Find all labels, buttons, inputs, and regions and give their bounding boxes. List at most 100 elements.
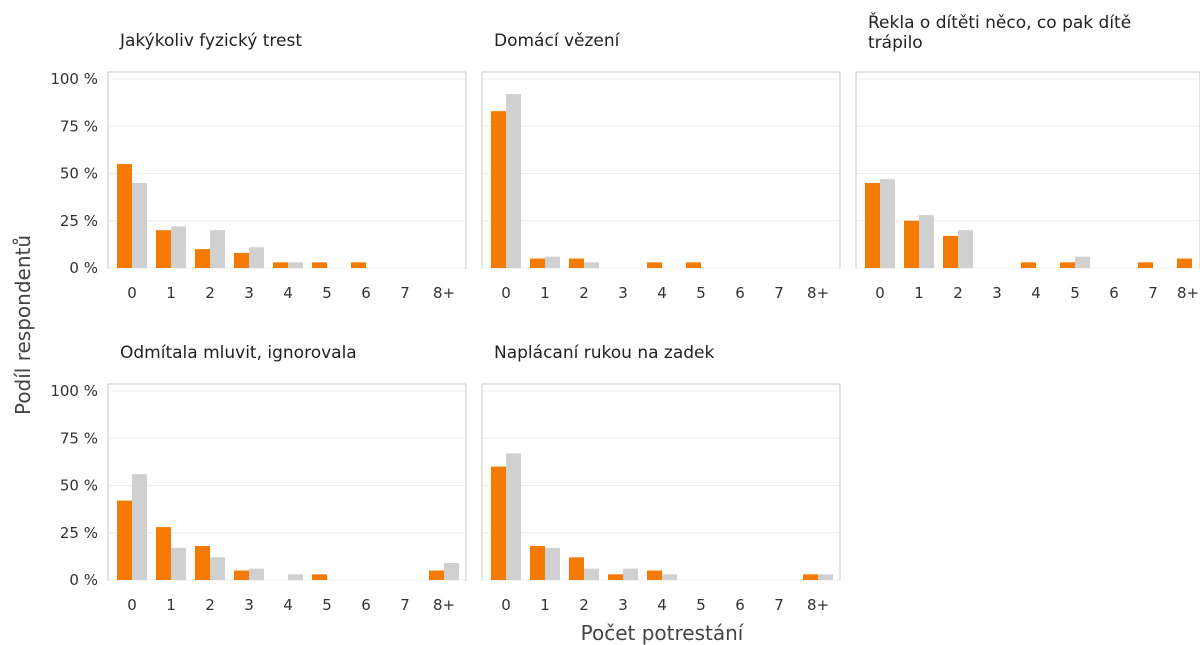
bar-series-1 bbox=[686, 262, 701, 268]
bar-series-2 bbox=[506, 94, 521, 269]
x-tick-label: 8+ bbox=[433, 596, 455, 614]
x-tick-label: 1 bbox=[166, 284, 176, 302]
x-tick-label: 2 bbox=[579, 596, 589, 614]
bar-series-1 bbox=[943, 235, 958, 268]
bar-series-1 bbox=[865, 182, 880, 268]
bar-series-1 bbox=[312, 262, 327, 268]
bar-series-1 bbox=[530, 258, 545, 268]
x-tick-label: 5 bbox=[696, 284, 706, 302]
x-tick-label: 4 bbox=[1031, 284, 1041, 302]
bar-series-1 bbox=[491, 111, 506, 268]
bar-series-1 bbox=[904, 220, 919, 268]
bar-series-1 bbox=[234, 252, 249, 268]
panel-title: Odmítala mluvit, ignorovala bbox=[120, 343, 357, 363]
bar-series-1 bbox=[1021, 262, 1036, 268]
x-tick-label: 5 bbox=[696, 596, 706, 614]
panel: Řekla o dítěti něco, co pak dítě trápilo 0… bbox=[855, 11, 1200, 302]
bar-series-2 bbox=[919, 215, 934, 268]
x-tick-label: 2 bbox=[205, 284, 215, 302]
bar-series-1 bbox=[273, 262, 288, 268]
x-tick-label: 6 bbox=[361, 596, 371, 614]
bar-series-2 bbox=[623, 568, 638, 580]
x-tick-label: 5 bbox=[322, 596, 332, 614]
panel-title: Jakýkoliv fyzický trest bbox=[119, 31, 302, 51]
x-tick-label: 8+ bbox=[1177, 284, 1199, 302]
bar-series-1 bbox=[569, 258, 584, 268]
y-tick-label: 100 % bbox=[50, 70, 98, 88]
x-tick-label: 2 bbox=[579, 284, 589, 302]
bar-series-2 bbox=[880, 179, 895, 268]
x-tick-label: 0 bbox=[127, 284, 137, 302]
x-tick-label: 1 bbox=[540, 596, 550, 614]
y-tick-label: 25 % bbox=[60, 524, 98, 542]
x-tick-label: 1 bbox=[166, 596, 176, 614]
x-tick-label: 7 bbox=[774, 596, 784, 614]
bar-series-1 bbox=[491, 466, 506, 580]
y-tick-label: 25 % bbox=[60, 212, 98, 230]
bar-series-1 bbox=[312, 574, 327, 580]
panel: Odmítala mluvit, ignorovala 0 % 25 % 50 % 75… bbox=[50, 343, 467, 614]
y-tick-label: 0 % bbox=[69, 259, 98, 277]
bar-series-2 bbox=[171, 226, 186, 268]
bar-series-1 bbox=[803, 574, 818, 580]
bar-series-2 bbox=[545, 547, 560, 580]
bar-series-1 bbox=[234, 570, 249, 580]
bar-series-2 bbox=[132, 182, 147, 268]
x-tick-label: 6 bbox=[735, 596, 745, 614]
bar-series-2 bbox=[584, 568, 599, 580]
x-tick-label: 0 bbox=[501, 596, 511, 614]
x-axis-label: Počet potrestání bbox=[581, 621, 745, 645]
x-tick-label: 4 bbox=[657, 596, 667, 614]
x-tick-label: 5 bbox=[1070, 284, 1080, 302]
panel: Domácí vězení 0 1 2 3 4 5 6 7 8+ bbox=[481, 31, 841, 302]
x-tick-label: 1 bbox=[914, 284, 924, 302]
y-tick-label: 0 % bbox=[69, 571, 98, 589]
x-tick-label: 2 bbox=[953, 284, 963, 302]
bar-series-2 bbox=[171, 547, 186, 580]
bar-series-2 bbox=[210, 557, 225, 580]
bar-series-2 bbox=[1075, 256, 1090, 268]
x-tick-label: 4 bbox=[283, 596, 293, 614]
y-tick-label: 50 % bbox=[60, 477, 98, 495]
bar-series-2 bbox=[132, 474, 147, 580]
bar-series-2 bbox=[506, 453, 521, 580]
bar-series-1 bbox=[608, 574, 623, 580]
bar-series-2 bbox=[958, 230, 973, 268]
x-tick-label: 3 bbox=[244, 596, 254, 614]
bar-series-2 bbox=[249, 247, 264, 268]
bar-series-2 bbox=[818, 574, 833, 580]
bar-series-1 bbox=[1060, 262, 1075, 268]
bar-series-1 bbox=[569, 557, 584, 580]
x-tick-label: 2 bbox=[205, 596, 215, 614]
bar-series-1 bbox=[156, 527, 171, 580]
bar-series-1 bbox=[117, 164, 132, 268]
y-tick-label: 100 % bbox=[50, 382, 98, 400]
panel-title: Naplácaní rukou na zadek bbox=[494, 343, 714, 363]
panel: Naplácaní rukou na zadek 0 1 2 3 4 5 6 7 8+ bbox=[481, 343, 841, 614]
x-tick-label: 3 bbox=[618, 284, 628, 302]
x-tick-label: 5 bbox=[322, 284, 332, 302]
x-tick-label: 7 bbox=[774, 284, 784, 302]
y-tick-label: 75 % bbox=[60, 429, 98, 447]
x-tick-label: 1 bbox=[540, 284, 550, 302]
bar-series-1 bbox=[195, 249, 210, 268]
bar-series-1 bbox=[530, 545, 545, 580]
bar-series-1 bbox=[351, 262, 366, 268]
y-tick-label: 50 % bbox=[60, 165, 98, 183]
x-tick-label: 6 bbox=[361, 284, 371, 302]
x-tick-label: 6 bbox=[1109, 284, 1119, 302]
bar-series-1 bbox=[156, 230, 171, 268]
x-tick-label: 7 bbox=[1148, 284, 1158, 302]
bar-series-1 bbox=[117, 500, 132, 580]
panel-title: Řekla o dítěti něco, co pak dítě trápilo bbox=[868, 11, 1131, 53]
x-tick-label: 4 bbox=[657, 284, 667, 302]
bar-series-1 bbox=[195, 545, 210, 580]
x-tick-label: 8+ bbox=[433, 284, 455, 302]
bar-series-2 bbox=[288, 574, 303, 580]
x-tick-label: 8+ bbox=[807, 284, 829, 302]
panel-title: Domácí vězení bbox=[494, 31, 621, 51]
bar-series-1 bbox=[647, 570, 662, 580]
y-tick-label: 75 % bbox=[60, 117, 98, 135]
